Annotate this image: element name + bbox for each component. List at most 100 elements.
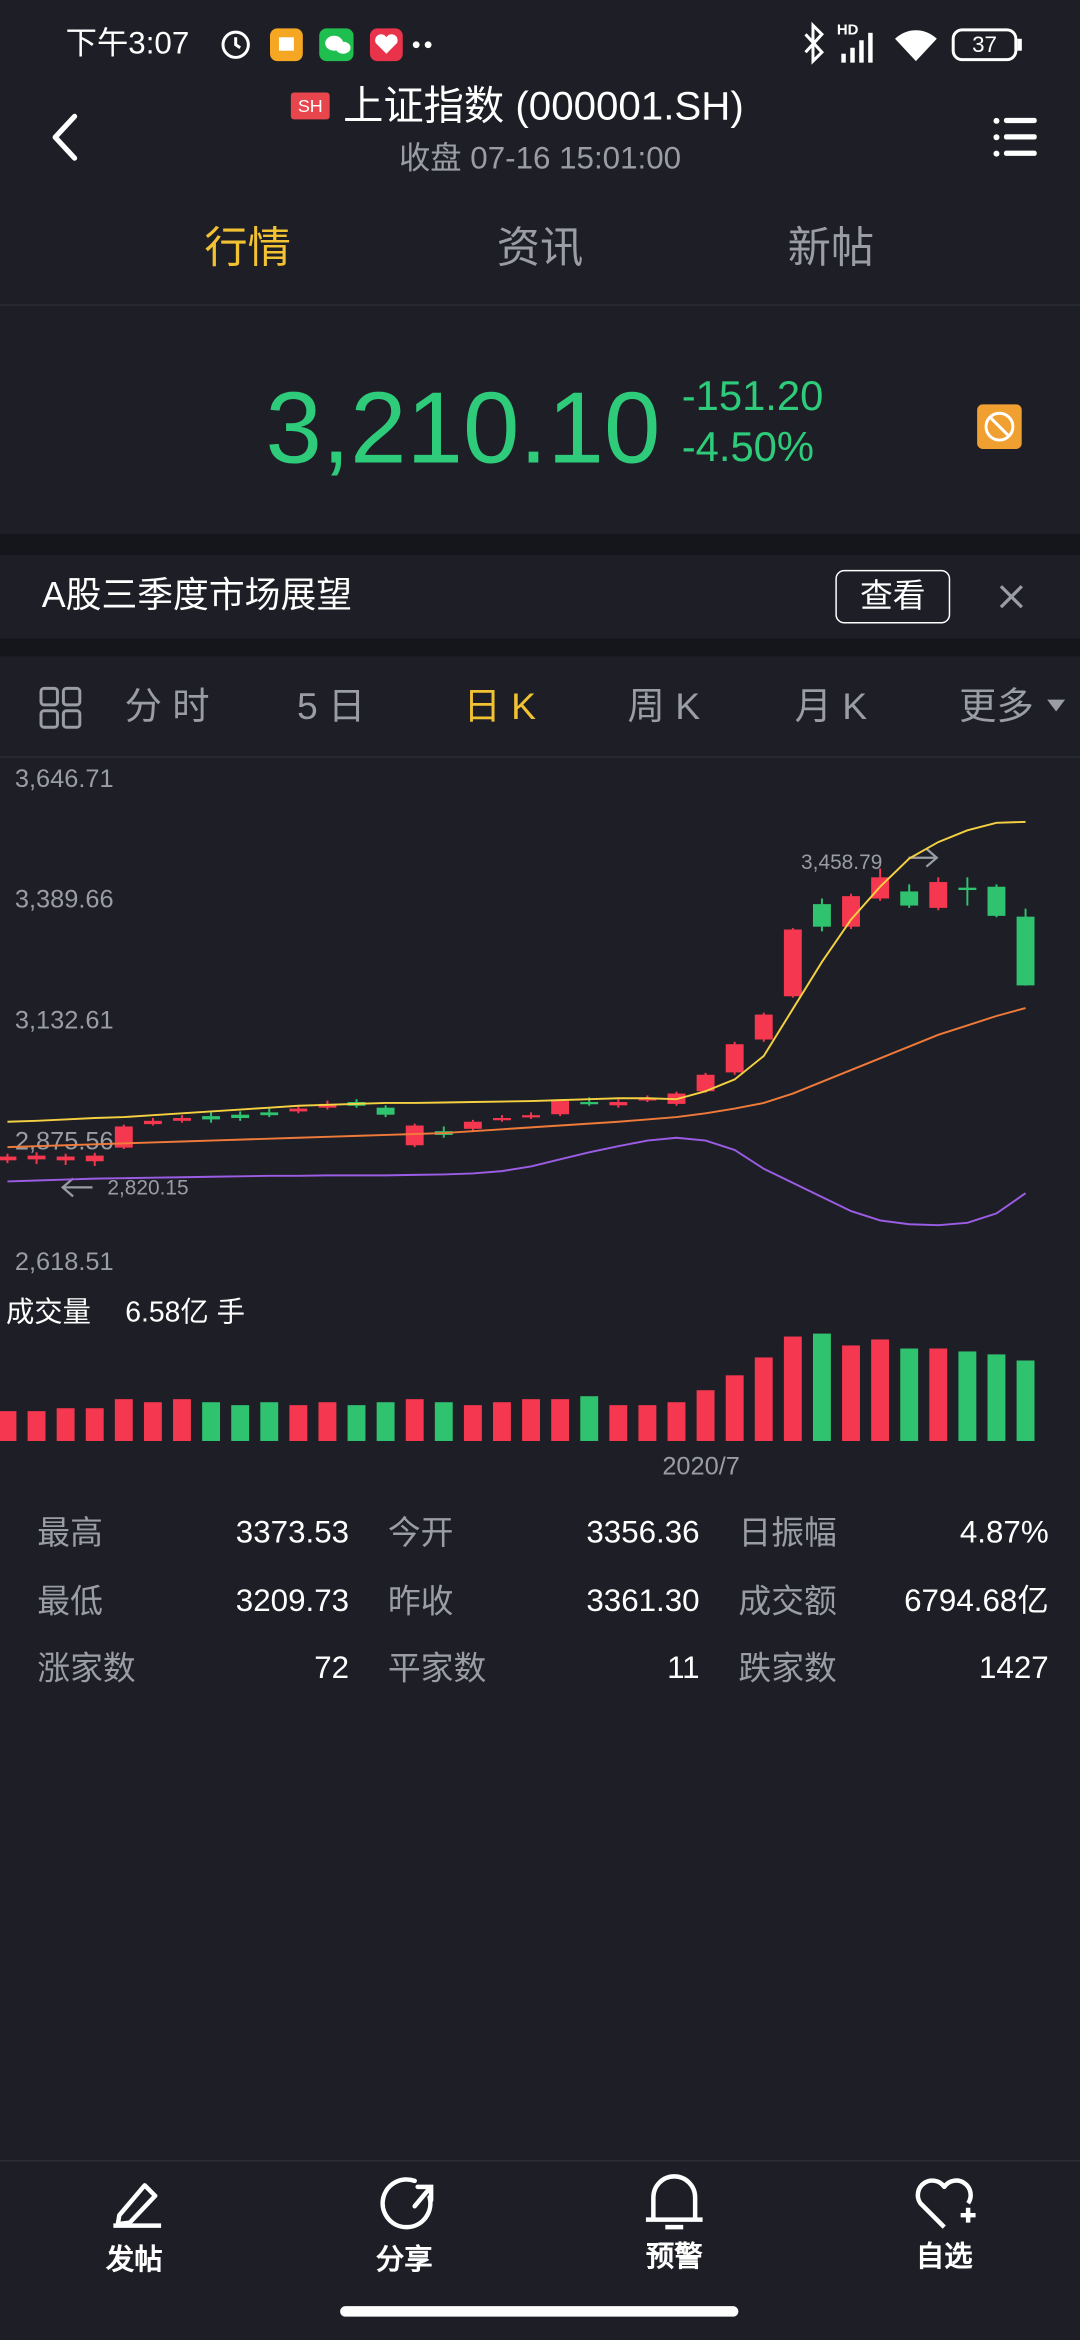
- annotation-arrow: [908, 847, 939, 868]
- candle-body: [696, 1074, 715, 1092]
- candle-body: [725, 1044, 744, 1073]
- volume-title: 成交量: [6, 1297, 91, 1329]
- stat-label: 成交额: [738, 1582, 837, 1620]
- candle-body: [0, 1156, 17, 1161]
- stat-label: 最低: [37, 1582, 103, 1620]
- status-icons: [221, 28, 432, 62]
- candle-body: [85, 1155, 104, 1162]
- kline-chart: 3,646.71 3,389.66 3,132.61 2,875.56 2,618.51…: [0, 765, 1035, 1481]
- period-tab[interactable]: 月 K: [794, 686, 868, 728]
- volume-bar: [522, 1399, 540, 1441]
- y-tick-label: 2,875.56: [15, 1127, 114, 1155]
- y-tick-label: 3,132.61: [15, 1007, 114, 1035]
- divider: [0, 304, 1080, 306]
- volume-bar: [667, 1402, 686, 1441]
- divider: [0, 756, 1080, 758]
- moving-average: [7, 1007, 1026, 1149]
- annotation-arrow: [60, 1177, 93, 1198]
- tab[interactable]: 新帖: [787, 225, 875, 273]
- volume-bar: [405, 1399, 424, 1441]
- notify-icon[interactable]: [977, 404, 1022, 450]
- period-tab[interactable]: 分 时: [124, 686, 210, 728]
- nav-item[interactable]: 自选: [915, 2242, 973, 2274]
- volume-bar: [114, 1399, 133, 1441]
- y-tick-label: 3,389.66: [15, 886, 114, 914]
- period-tab[interactable]: 周 K: [627, 686, 701, 728]
- stat-value: 3209.73: [235, 1584, 350, 1619]
- nav-item[interactable]: 发帖: [105, 2245, 163, 2277]
- candle-body: [522, 1115, 540, 1118]
- tab[interactable]: 行情: [204, 225, 291, 273]
- volume-bar: [842, 1345, 860, 1441]
- more-arrow: [1047, 699, 1066, 712]
- candle-body: [260, 1112, 279, 1116]
- candle-body: [783, 929, 802, 997]
- nav-item[interactable]: 预警: [645, 2242, 703, 2274]
- volume-bar: [463, 1405, 482, 1441]
- menu-button[interactable]: [985, 113, 1045, 161]
- header-subtitle: 收盘 07-16 15:01:00: [398, 141, 682, 177]
- low-annotation: 2,820.15: [107, 1176, 188, 1199]
- candle-body: [900, 891, 919, 906]
- candle-body: [754, 1014, 773, 1040]
- candle-body: [551, 1101, 570, 1115]
- section-gap: [0, 638, 1080, 657]
- candle-body: [231, 1114, 250, 1118]
- period-tab[interactable]: 更多: [959, 686, 1034, 728]
- y-tick-label: 2,618.51: [15, 1248, 114, 1276]
- period-tab[interactable]: 5 日: [296, 686, 366, 728]
- section-gap: [0, 534, 1080, 555]
- volume-bar: [0, 1411, 17, 1441]
- stat-label: 平家数: [387, 1649, 487, 1688]
- stat-value: 72: [314, 1651, 350, 1686]
- volume-bar: [958, 1351, 977, 1441]
- candle-body: [987, 886, 1006, 916]
- x-tick-label: 2020/7: [662, 1453, 740, 1481]
- volume-bar: [27, 1411, 46, 1441]
- volume-bar: [260, 1402, 279, 1441]
- candle-body: [638, 1098, 657, 1101]
- banner-close[interactable]: [996, 582, 1026, 612]
- volume-bar: [318, 1402, 337, 1441]
- stat-label: 跌家数: [738, 1649, 837, 1688]
- market-badge: SH: [290, 92, 330, 120]
- battery-level: 37: [972, 32, 997, 59]
- period-tab[interactable]: 日 K: [463, 686, 536, 728]
- quote-change-pct: -4.50%: [681, 423, 815, 470]
- volume-bar: [725, 1375, 744, 1441]
- volume-bar: [871, 1339, 890, 1441]
- candle-body: [376, 1107, 395, 1115]
- volume-bar: [376, 1402, 395, 1441]
- volume-bar: [638, 1405, 657, 1441]
- tab[interactable]: 资讯: [496, 225, 584, 273]
- candle-body: [609, 1102, 628, 1106]
- stat-label: 涨家数: [37, 1649, 136, 1688]
- banner-text[interactable]: A股三季度市场展望: [41, 575, 353, 617]
- volume-bar: [143, 1402, 162, 1441]
- header-title: 上证指数 (000001.SH): [343, 83, 744, 129]
- candle-body: [493, 1117, 511, 1121]
- volume-bar: [56, 1408, 75, 1441]
- volume-bar: [783, 1336, 802, 1441]
- stat-value: 11: [667, 1651, 700, 1686]
- candle-body: [202, 1116, 221, 1120]
- stat-value: 3356.36: [586, 1515, 700, 1550]
- back-button[interactable]: [45, 110, 90, 164]
- volume-bar: [987, 1354, 1006, 1441]
- volume-bar: [609, 1405, 628, 1441]
- candle-body: [812, 904, 831, 927]
- nav-icons: [113, 2174, 976, 2230]
- moving-average: [7, 820, 1026, 1123]
- volume-bar: [696, 1390, 715, 1441]
- stat-value: 6794.68亿: [904, 1584, 1049, 1619]
- candle-body: [580, 1102, 599, 1105]
- nav-item[interactable]: 分享: [375, 2245, 433, 2277]
- banner-button[interactable]: 查看: [835, 569, 951, 624]
- stat-value: 4.87%: [959, 1515, 1049, 1550]
- candle-body: [405, 1125, 424, 1146]
- layout-icon[interactable]: [39, 686, 84, 731]
- quote-price: 3,210.10: [265, 371, 661, 485]
- volume-bar: [812, 1333, 831, 1441]
- stat-label: 最高: [37, 1514, 103, 1552]
